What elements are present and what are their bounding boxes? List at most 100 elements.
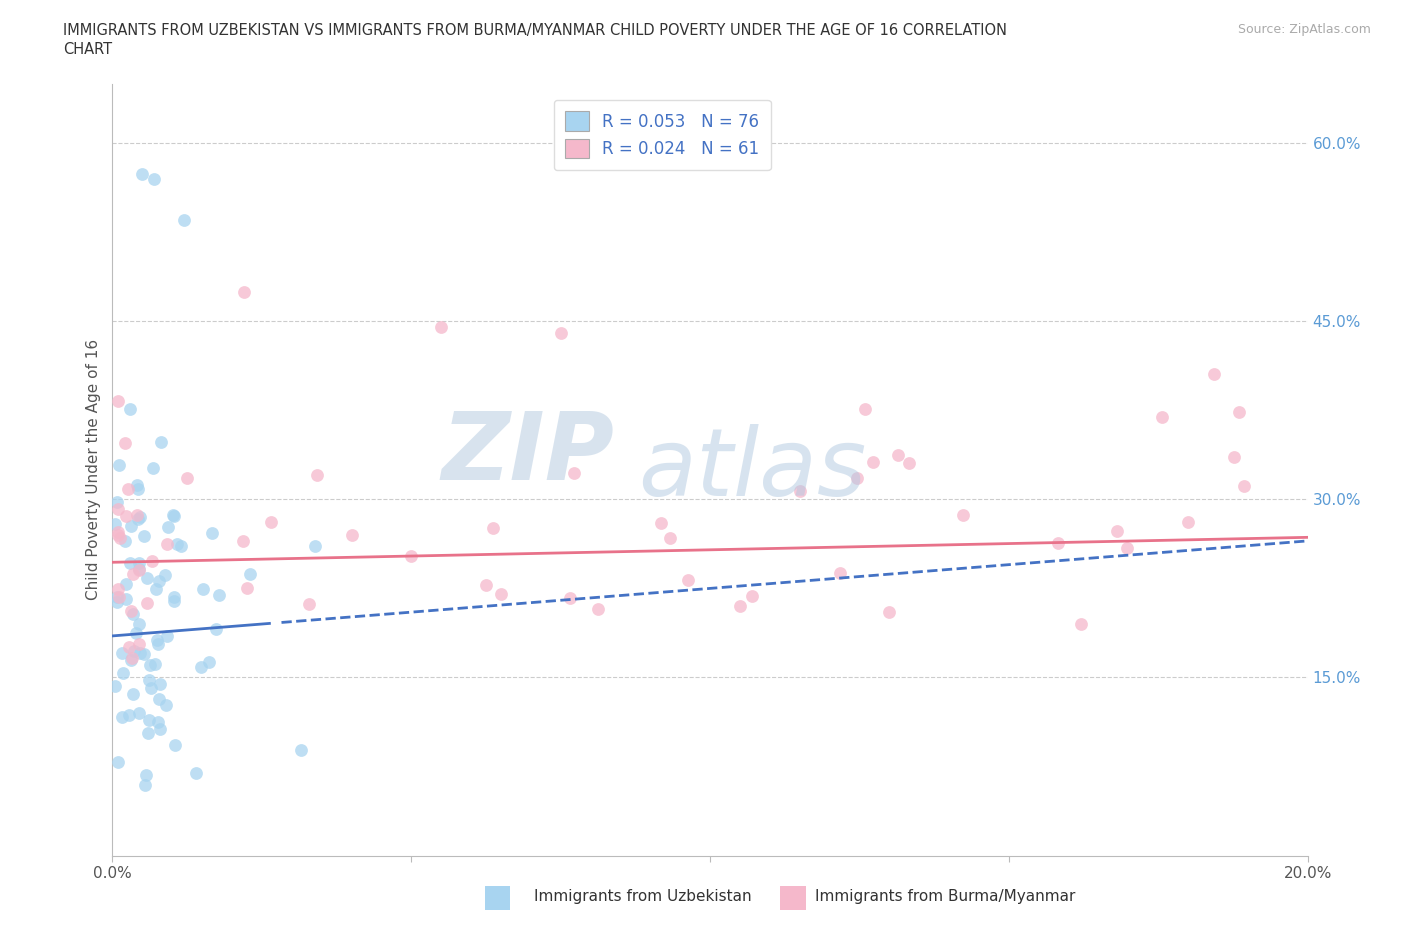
Point: [260, 515, 283, 530]
Point: [120, 653, 142, 668]
Point: [128, 555, 150, 570]
Point: [118, 555, 141, 570]
Point: [107, 525, 129, 539]
Point: [862, 454, 884, 469]
Point: [146, 714, 169, 729]
Point: [298, 597, 321, 612]
Point: [149, 434, 172, 449]
Point: [125, 477, 148, 492]
Point: [650, 516, 672, 531]
Point: [166, 537, 188, 551]
Point: [110, 530, 132, 545]
Point: [232, 534, 254, 549]
Point: [156, 537, 179, 551]
Point: [952, 507, 974, 522]
Point: [205, 621, 228, 636]
Point: [128, 646, 150, 661]
Point: [128, 561, 150, 576]
Point: [208, 588, 231, 603]
Text: Immigrants from Uzbekistan: Immigrants from Uzbekistan: [534, 889, 752, 904]
Point: [127, 512, 149, 526]
Point: [138, 672, 160, 687]
Point: [197, 655, 219, 670]
Point: [121, 650, 143, 665]
Point: [128, 637, 150, 652]
Point: [399, 549, 422, 564]
Text: Immigrants from Burma/Myanmar: Immigrants from Burma/Myanmar: [815, 889, 1076, 904]
Point: [163, 593, 186, 608]
Point: [145, 582, 167, 597]
Point: [1070, 617, 1092, 631]
Point: [115, 577, 138, 591]
Point: [120, 401, 142, 416]
Point: [186, 766, 208, 781]
Point: [430, 320, 453, 335]
Point: [173, 213, 195, 228]
Point: [105, 590, 128, 604]
Point: [148, 692, 170, 707]
Y-axis label: Child Poverty Under the Age of 16: Child Poverty Under the Age of 16: [86, 339, 101, 600]
Point: [135, 767, 157, 782]
Point: [149, 722, 172, 737]
Point: [135, 571, 157, 586]
Point: [117, 482, 139, 497]
Point: [482, 521, 505, 536]
Point: [307, 467, 329, 482]
Point: [176, 471, 198, 485]
Point: [146, 637, 169, 652]
Point: [830, 566, 852, 581]
Point: [475, 578, 498, 592]
Point: [201, 525, 224, 540]
Point: [233, 284, 256, 299]
Point: [127, 508, 149, 523]
Point: [111, 665, 134, 680]
Point: [104, 679, 127, 694]
Point: [141, 553, 163, 568]
Point: [128, 563, 150, 578]
Point: [170, 538, 193, 553]
Point: [114, 435, 136, 450]
Point: [789, 484, 811, 498]
Point: [120, 604, 142, 618]
Point: [1105, 524, 1128, 538]
Point: [129, 510, 152, 525]
Text: ZIP: ZIP: [441, 408, 614, 500]
Point: [562, 466, 585, 481]
Point: [1152, 409, 1174, 424]
Point: [117, 639, 139, 654]
Point: [143, 171, 166, 186]
Point: [156, 520, 179, 535]
Point: [121, 686, 143, 701]
Point: [132, 529, 155, 544]
Point: [190, 659, 212, 674]
Point: [162, 508, 184, 523]
Text: CHART: CHART: [63, 42, 112, 57]
Point: [145, 632, 167, 647]
Point: [879, 604, 901, 619]
Point: [1116, 540, 1139, 555]
Point: [136, 595, 159, 610]
Point: [558, 591, 581, 605]
Point: [107, 501, 129, 516]
Point: [139, 658, 162, 672]
Point: [163, 590, 186, 604]
Point: [550, 326, 572, 340]
Text: Source: ZipAtlas.com: Source: ZipAtlas.com: [1237, 23, 1371, 36]
Point: [304, 539, 326, 554]
Point: [1177, 514, 1199, 529]
Point: [120, 519, 142, 534]
Point: [105, 495, 128, 510]
Point: [290, 743, 312, 758]
Point: [143, 657, 166, 671]
Point: [728, 599, 751, 614]
Legend: R = 0.053   N = 76, R = 0.024   N = 61: R = 0.053 N = 76, R = 0.024 N = 61: [554, 100, 770, 170]
Point: [489, 587, 512, 602]
Point: [1227, 405, 1250, 419]
Point: [108, 590, 131, 604]
Point: [107, 394, 129, 409]
Point: [128, 617, 150, 631]
Point: [897, 456, 920, 471]
Point: [136, 726, 159, 741]
Point: [845, 471, 868, 485]
Point: [111, 710, 134, 724]
